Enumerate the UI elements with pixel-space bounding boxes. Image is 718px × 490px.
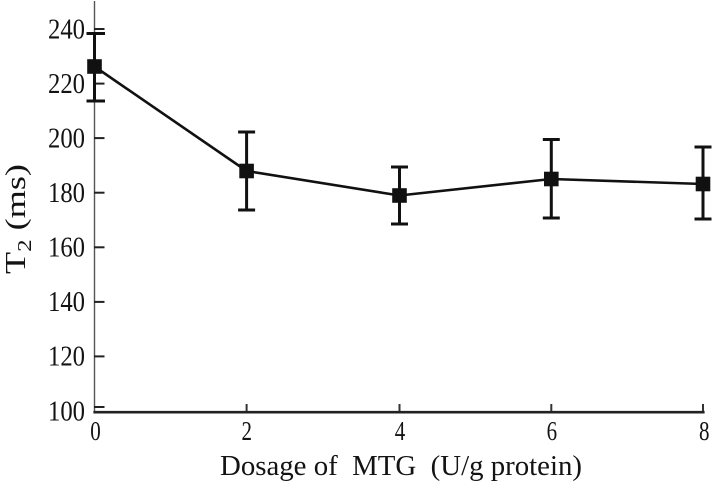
svg-text:200: 200 bbox=[48, 123, 85, 154]
svg-text:4: 4 bbox=[395, 416, 406, 446]
svg-text:180: 180 bbox=[48, 178, 85, 209]
svg-text:120: 120 bbox=[48, 342, 85, 373]
svg-text:160: 160 bbox=[48, 233, 85, 264]
svg-text:220: 220 bbox=[48, 69, 85, 100]
svg-text:8: 8 bbox=[699, 416, 710, 446]
svg-text:240: 240 bbox=[48, 14, 85, 45]
svg-text:100: 100 bbox=[48, 396, 85, 427]
svg-text:Dosage of MTG (U/g protein): Dosage of MTG (U/g protein) bbox=[220, 450, 582, 482]
svg-text:T2 (ms): T2 (ms) bbox=[0, 164, 36, 274]
svg-text:2: 2 bbox=[242, 416, 253, 446]
svg-text:0: 0 bbox=[90, 416, 101, 446]
svg-text:140: 140 bbox=[48, 287, 85, 318]
svg-text:6: 6 bbox=[547, 416, 558, 446]
